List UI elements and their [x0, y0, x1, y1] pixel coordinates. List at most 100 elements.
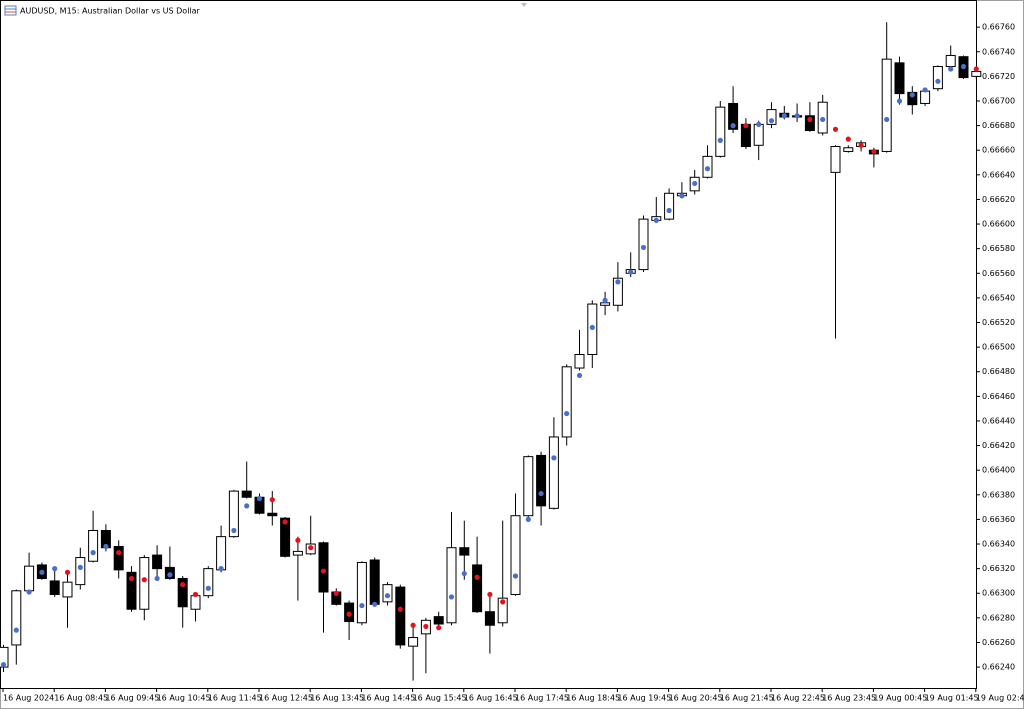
- y-tick-label: 0.66560: [982, 269, 1015, 278]
- indicator-dot: [154, 575, 160, 582]
- candle-body: [433, 616, 444, 625]
- x-tick-label: 19 Aug 01:45: [925, 694, 979, 703]
- indicator-dot: [768, 118, 775, 124]
- x-tick-label: 16 Aug 14:45: [361, 694, 415, 703]
- candle-body: [843, 147, 854, 152]
- indicator-dot: [858, 142, 864, 148]
- indicator-dot: [167, 572, 173, 578]
- candle-body: [932, 66, 943, 90]
- candle-body: [766, 109, 777, 125]
- indicator-dot: [896, 98, 903, 104]
- candle-body: [497, 597, 508, 624]
- candle-body: [228, 490, 239, 538]
- x-tick-label: 16 Aug 12:45: [259, 694, 313, 703]
- indicator-dot: [39, 569, 45, 575]
- indicator-dot: [756, 121, 762, 127]
- indicator-dot: [218, 566, 224, 572]
- indicator-dot: [807, 116, 813, 123]
- candle-body: [612, 277, 623, 306]
- candle-body: [894, 62, 905, 95]
- indicator-dot: [922, 87, 928, 93]
- y-tick-label: 0.66340: [982, 540, 1015, 549]
- indicator-dot: [205, 585, 211, 591]
- indicator-dot: [781, 113, 787, 119]
- y-tick-label: 0.66480: [982, 367, 1015, 376]
- y-tick-label: 0.66280: [982, 613, 1015, 622]
- y-tick-label: 0.66620: [982, 195, 1015, 204]
- candle-body: [356, 561, 367, 624]
- candle-body: [574, 353, 585, 369]
- indicator-dot: [116, 550, 122, 556]
- indicator-dot: [845, 136, 851, 142]
- indicator-dot: [256, 495, 263, 502]
- indicator-dot: [884, 116, 890, 123]
- x-tick-label: 16 Aug 18:45: [566, 694, 620, 703]
- indicator-dot: [576, 372, 583, 379]
- x-tick-label: 16 Aug 23:45: [822, 694, 876, 703]
- indicator-dot: [487, 591, 493, 598]
- x-tick-label: 16 Aug 10:45: [157, 694, 211, 703]
- indicator-dot: [448, 594, 455, 600]
- indicator-dot: [666, 207, 672, 214]
- indicator-dot: [461, 570, 467, 577]
- candle-body: [971, 70, 982, 77]
- y-tick-label: 0.66760: [982, 23, 1015, 32]
- y-tick-label: 0.66740: [982, 47, 1015, 56]
- chart-title: AUDUSD, M15: Australian Dollar vs US Dol…: [20, 7, 201, 16]
- candle-body: [139, 557, 150, 610]
- indicator-dot: [960, 63, 967, 70]
- candle-body: [804, 115, 815, 132]
- y-tick-label: 0.66360: [982, 515, 1015, 524]
- candle-body: [152, 554, 163, 570]
- y-tick-label: 0.66720: [982, 72, 1015, 81]
- indicator-dot: [640, 244, 647, 251]
- candle-body: [945, 54, 956, 68]
- indicator-dot: [308, 545, 314, 551]
- candle-body: [484, 611, 495, 626]
- candle-body: [561, 366, 572, 438]
- candle-body: [190, 595, 201, 610]
- indicator-dot: [871, 148, 877, 155]
- candle-body: [548, 436, 559, 509]
- indicator-dot: [512, 573, 519, 579]
- indicator-dot: [90, 550, 96, 556]
- x-tick-label: 16 Aug 20:45: [669, 694, 723, 703]
- y-tick-label: 0.66600: [982, 220, 1015, 229]
- y-tick-label: 0.66700: [982, 96, 1015, 105]
- candle-body: [62, 581, 73, 598]
- y-tick-label: 0.66400: [982, 466, 1015, 475]
- indicator-dot: [704, 166, 711, 172]
- x-tick-label: 16 Aug 2024: [3, 694, 54, 703]
- indicator-dot: [141, 577, 147, 583]
- y-tick-label: 0.66520: [982, 318, 1015, 327]
- indicator-dot: [538, 490, 544, 497]
- x-tick-label: 16 Aug 15:45: [413, 694, 467, 703]
- candle-body: [216, 536, 227, 571]
- candle-body: [600, 302, 611, 306]
- indicator-dot: [602, 297, 608, 303]
- indicator-dot: [52, 566, 58, 572]
- candle-body: [510, 515, 521, 595]
- x-tick-label: 16 Aug 16:45: [464, 694, 518, 703]
- y-tick-label: 0.66540: [982, 293, 1015, 302]
- indicator-dot: [909, 92, 915, 98]
- y-tick-label: 0.66320: [982, 564, 1015, 573]
- candle-body: [126, 571, 137, 610]
- symbol-icon: [4, 5, 17, 16]
- candle-body: [523, 456, 534, 517]
- x-tick-label: 16 Aug 17:45: [515, 694, 569, 703]
- shift-marker: [521, 3, 527, 7]
- candle-body: [395, 586, 406, 646]
- candle-body: [881, 58, 892, 152]
- candle-body: [638, 218, 649, 271]
- indicator-dot: [692, 180, 698, 187]
- y-tick-label: 0.66660: [982, 146, 1015, 155]
- indicator-dot: [679, 193, 685, 199]
- indicator-dot: [244, 503, 250, 509]
- x-tick-label: 19 Aug 02:45: [976, 694, 1024, 703]
- indicator-dot: [397, 606, 403, 612]
- candle-body: [75, 557, 86, 586]
- y-tick-label: 0.66680: [982, 121, 1015, 130]
